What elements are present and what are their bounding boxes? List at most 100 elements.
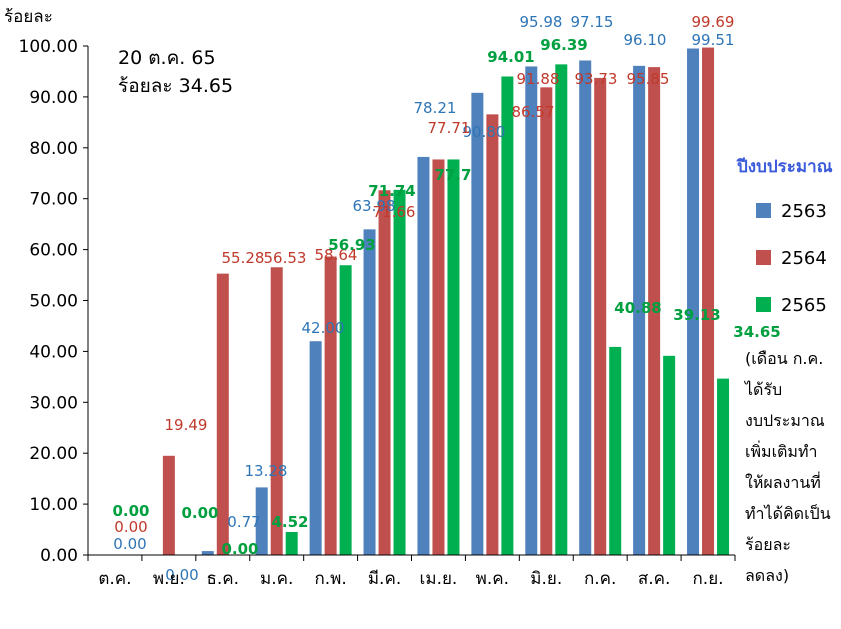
data-label-2565: 96.39: [540, 36, 587, 54]
data-label-2563: 99.51: [692, 31, 735, 49]
data-label-2565: 71.74: [368, 182, 415, 200]
data-label-2563: 96.10: [624, 31, 667, 49]
data-label-2565: 0.00: [221, 540, 258, 558]
data-label-2564: 95.85: [627, 70, 670, 88]
bar-2564: [648, 67, 661, 555]
bar-2564: [702, 47, 715, 555]
bar-2564: [270, 267, 283, 555]
bar-2563: [201, 551, 214, 555]
data-label-2565: 56.93: [328, 236, 375, 254]
data-label-2564: 91.88: [517, 70, 560, 88]
data-label-2563: 97.15: [571, 13, 614, 31]
legend-note-line: ร้อยละ: [745, 535, 791, 554]
bar-2563: [687, 48, 700, 555]
data-label-2565: 94.01: [487, 48, 534, 66]
y-tick-label: 80.00: [29, 139, 78, 159]
legend-note-line: ทำได้คิดเป็น: [745, 503, 831, 523]
y-tick-label: 100.00: [19, 37, 78, 57]
data-label-2565: 34.65: [733, 323, 780, 341]
data-label-2563: 90.80: [463, 123, 506, 141]
bar-2565: [501, 76, 514, 555]
x-tick-label: พ.ย.: [153, 569, 185, 589]
legend-label-2563: 2563: [781, 201, 827, 222]
legend: ปีงบประมาณ 2563 2564 2565: [736, 156, 833, 316]
x-axis: ต.ค. พ.ย. ธ.ค. ม.ค. ก.พ. มี.ค. เม.ย. พ.ค. มิ.ย. ก…: [87, 554, 736, 589]
x-tick-label: ม.ค.: [260, 569, 293, 589]
y-axis: 0.00 10.00 20.00 30.00 40.00 50.00 60.00 70.00 8…: [19, 37, 89, 566]
bar-2564: [378, 190, 391, 555]
legend-note: (เดือน ก.ค. ได้รับงบประมาณเพิ่มเติมทำให้ผ…: [743, 349, 831, 585]
y-tick-label: 20.00: [29, 444, 78, 464]
data-label-2565: 77.7: [434, 166, 471, 184]
data-label-2564: 55.28: [222, 249, 265, 267]
bar-2565: [555, 64, 568, 555]
data-label-2564: 0.00: [114, 518, 147, 536]
data-label-2564: 58.64: [315, 246, 358, 264]
x-tick-label: มิ.ย.: [530, 569, 562, 589]
data-label-2565: 0.00: [181, 504, 218, 522]
bar-2565: [609, 346, 622, 555]
data-label-2564: 93.73: [575, 70, 618, 88]
bar-2563: [579, 60, 592, 555]
bar-2565: [339, 265, 352, 555]
x-tick-label: ก.พ.: [314, 569, 346, 589]
bar-2563: [363, 229, 376, 555]
data-label-2563: 0.00: [113, 535, 146, 553]
data-label-2563: 0.77: [227, 513, 260, 531]
bar-2564: [432, 159, 445, 555]
y-tick-label: 70.00: [29, 190, 78, 210]
data-label-2565: 0.00: [112, 502, 149, 520]
data-label-2565: 39.13: [673, 306, 720, 324]
bar-2565: [447, 159, 460, 555]
x-tick-label: ธ.ค.: [207, 569, 240, 589]
annotation-date: 20 ต.ค. 65: [118, 47, 216, 69]
data-label-2563: 13.28: [245, 462, 288, 480]
bar-2564: [162, 455, 175, 555]
bar-2563: [525, 66, 538, 556]
data-label-2564: 77.71: [428, 119, 471, 137]
data-label-2565: 40.88: [614, 299, 661, 317]
x-tick-label: มี.ค.: [368, 569, 401, 589]
x-tick-label: ก.ค.: [584, 569, 616, 589]
bar-2563: [471, 92, 484, 555]
y-tick-label: 40.00: [29, 342, 78, 362]
bar-2565: [663, 355, 676, 555]
bar-2564: [216, 273, 229, 555]
data-label-2563: 0.00: [165, 566, 198, 584]
x-tick-label: ส.ค.: [638, 569, 671, 589]
legend-swatch-2565: [756, 297, 771, 312]
legend-label-2564: 2564: [781, 248, 827, 269]
x-tick-label: ก.ย.: [693, 569, 724, 589]
bar-2565: [285, 531, 298, 555]
bar-2563: [309, 341, 322, 555]
y-tick-label: 10.00: [29, 495, 78, 515]
legend-note-line: เพิ่มเติมทำ: [745, 440, 818, 461]
bar-2563: [633, 65, 646, 555]
bar-2563: [417, 156, 430, 555]
data-labels-layer: 0.000.000.7713.2842.0063.9878.2190.8095.…: [112, 13, 780, 584]
legend-note-line: (เดือน ก.ค.: [745, 349, 823, 368]
bar-2564: [540, 87, 553, 555]
legend-note-line: ให้ผลงานที่: [745, 471, 821, 492]
legend-label-2565: 2565: [781, 295, 827, 316]
bar-2565: [393, 189, 406, 556]
data-label-2563: 95.98: [520, 13, 563, 31]
data-label-2563: 42.00: [302, 319, 345, 337]
bar-2565: [717, 378, 730, 555]
legend-note-line: ลดลง): [745, 566, 789, 585]
y-tick-label: 0.00: [40, 546, 78, 566]
y-tick-label: 60.00: [29, 241, 78, 261]
data-label-2564: 56.53: [264, 249, 307, 267]
bar-2563: [255, 487, 268, 555]
annotation-percent: ร้อยละ 34.65: [118, 75, 233, 97]
data-label-2564: 71.66: [373, 203, 416, 221]
legend-note-line: งบประมาณ: [745, 411, 825, 430]
legend-swatch-2564: [756, 250, 771, 265]
legend-swatch-2563: [756, 203, 771, 218]
legend-note-line: ได้รับ: [743, 380, 782, 399]
x-tick-label: เม.ย.: [420, 569, 458, 589]
data-label-2564: 86.57: [512, 103, 555, 121]
legend-title: ปีงบประมาณ: [736, 156, 833, 177]
data-label-2564: 99.69: [692, 13, 735, 31]
